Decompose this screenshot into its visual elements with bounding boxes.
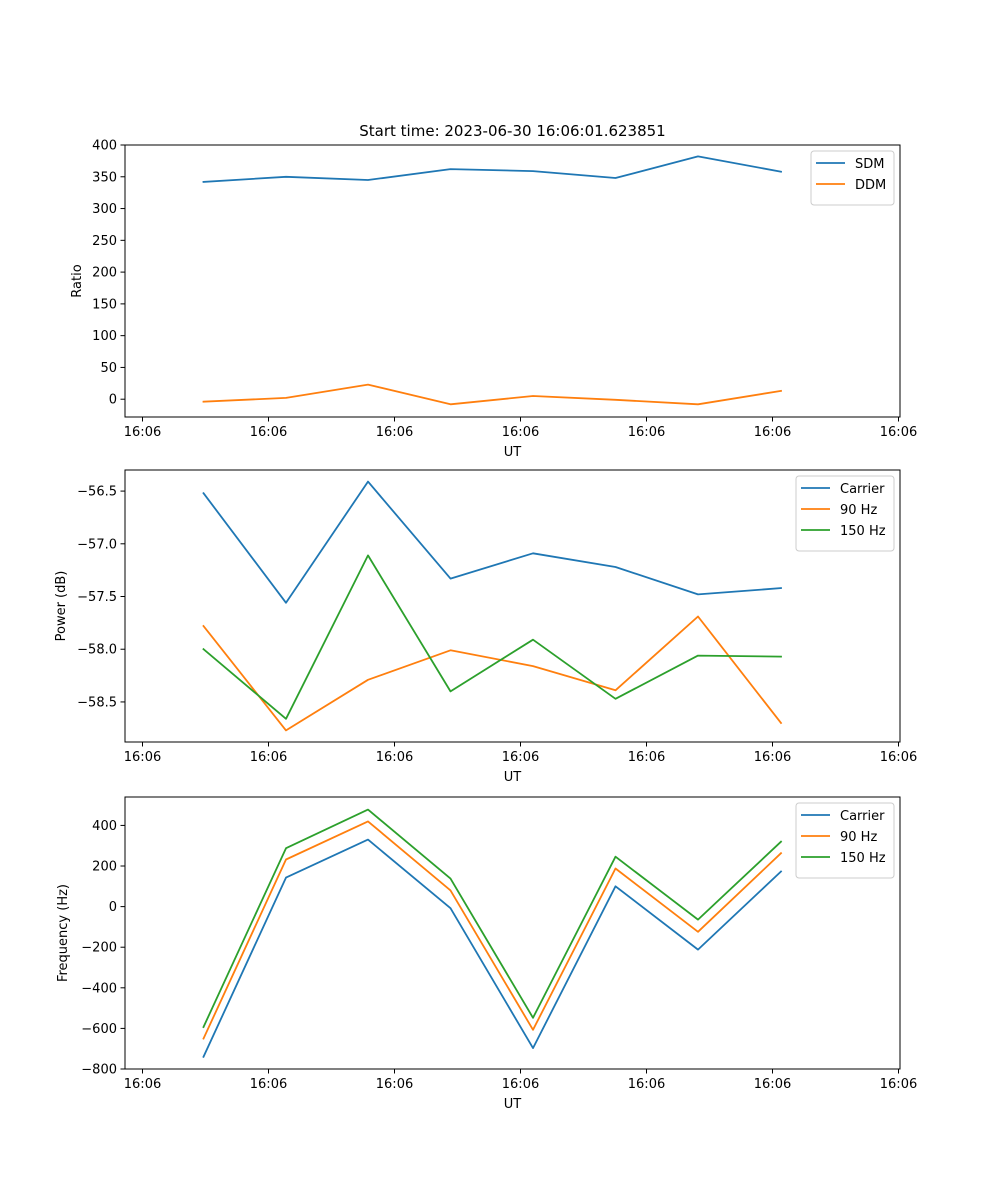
x-tick-label: 16:06 bbox=[502, 750, 539, 765]
x-tick-label: 16:06 bbox=[250, 1077, 287, 1092]
figure-title: Start time: 2023-06-30 16:06:01.623851 bbox=[359, 122, 665, 140]
x-tick-label: 16:06 bbox=[880, 750, 917, 765]
y-tick-label: −58.5 bbox=[77, 695, 117, 710]
x-tick-label: 16:06 bbox=[502, 1077, 539, 1092]
x-tick-label: 16:06 bbox=[124, 425, 161, 440]
legend-box bbox=[810, 150, 895, 206]
series-line-sdm bbox=[202, 155, 783, 183]
legend-box bbox=[795, 802, 895, 879]
plot-frame bbox=[124, 469, 901, 743]
y-axis-label: Frequency (Hz) bbox=[56, 884, 71, 982]
y-tick-label: −58.0 bbox=[77, 643, 117, 658]
plot-frame bbox=[124, 144, 901, 418]
x-tick-label: 16:06 bbox=[880, 1077, 917, 1092]
x-tick-label: 16:06 bbox=[250, 425, 287, 440]
x-tick-label: 16:06 bbox=[376, 750, 413, 765]
legend-entry: 150 Hz bbox=[840, 524, 886, 539]
legend-entry: DDM bbox=[855, 178, 886, 193]
series-line-90-hz bbox=[202, 820, 783, 1040]
legend-entry: 90 Hz bbox=[840, 830, 877, 845]
legend-entry: Carrier bbox=[840, 482, 885, 497]
y-tick-label: 400 bbox=[92, 819, 117, 834]
chart-panel-1: 16:06 16:06 16:06 16:06 16:06 16:06 16:06 0 50 10… bbox=[70, 139, 917, 461]
x-axis-label: UT bbox=[504, 770, 522, 785]
series-line-carrier bbox=[202, 480, 782, 604]
y-tick-label: 0 bbox=[109, 900, 117, 915]
series-line-carrier bbox=[202, 838, 783, 1058]
y-tick-label: −600 bbox=[81, 1022, 117, 1037]
y-axis-label: Power (dB) bbox=[54, 571, 69, 642]
x-axis-label: UT bbox=[504, 445, 522, 460]
legend: SDM DDM bbox=[810, 150, 895, 206]
legend-entry: SDM bbox=[855, 157, 884, 172]
y-tick-label: 50 bbox=[100, 361, 117, 376]
legend-entry: Carrier bbox=[840, 809, 885, 824]
series-line-150-hz bbox=[202, 554, 782, 720]
y-tick-label: 200 bbox=[92, 860, 117, 875]
plot-frame bbox=[124, 796, 901, 1070]
y-tick-label: −57.5 bbox=[77, 590, 117, 605]
x-tick-label: 16:06 bbox=[628, 1077, 665, 1092]
series-line-90-hz bbox=[202, 615, 783, 732]
x-tick-label: 16:06 bbox=[250, 750, 287, 765]
x-tick-label: 16:06 bbox=[628, 750, 665, 765]
chart-panel-3: 16:06 16:06 16:06 16:06 16:06 16:06 16:06 −800 −… bbox=[56, 796, 917, 1112]
y-tick-label: −800 bbox=[81, 1063, 117, 1078]
legend: Carrier 90 Hz 150 Hz bbox=[795, 475, 895, 552]
legend-entry: 150 Hz bbox=[840, 851, 886, 866]
y-tick-label: −400 bbox=[81, 981, 117, 996]
y-axis-label: Ratio bbox=[70, 264, 85, 297]
chart-panel-2: 16:06 16:06 16:06 16:06 16:06 16:06 16:06 −58.5… bbox=[54, 469, 917, 785]
y-tick-label: 350 bbox=[92, 170, 117, 185]
legend-box bbox=[795, 475, 895, 552]
y-tick-label: 150 bbox=[92, 297, 117, 312]
y-tick-label: 0 bbox=[109, 393, 117, 408]
series-line-150-hz bbox=[202, 808, 783, 1029]
y-tick-label: 200 bbox=[92, 266, 117, 281]
x-tick-label: 16:06 bbox=[754, 425, 791, 440]
x-tick-label: 16:06 bbox=[376, 425, 413, 440]
x-tick-label: 16:06 bbox=[376, 1077, 413, 1092]
x-tick-label: 16:06 bbox=[502, 425, 539, 440]
x-tick-label: 16:06 bbox=[124, 1077, 161, 1092]
x-tick-label: 16:06 bbox=[628, 425, 665, 440]
y-tick-label: 300 bbox=[92, 202, 117, 217]
series-line-ddm bbox=[202, 383, 783, 406]
x-axis-label: UT bbox=[504, 1097, 522, 1112]
y-tick-label: −200 bbox=[81, 941, 117, 956]
legend-entry: 90 Hz bbox=[840, 503, 877, 518]
y-tick-label: 100 bbox=[92, 329, 117, 344]
y-tick-label: 400 bbox=[92, 139, 117, 154]
x-tick-label: 16:06 bbox=[754, 750, 791, 765]
x-tick-label: 16:06 bbox=[754, 1077, 791, 1092]
y-tick-label: −57.0 bbox=[77, 537, 117, 552]
y-tick-label: −56.5 bbox=[77, 485, 117, 500]
x-tick-label: 16:06 bbox=[124, 750, 161, 765]
x-tick-label: 16:06 bbox=[880, 425, 917, 440]
legend: Carrier 90 Hz 150 Hz bbox=[795, 802, 895, 879]
y-tick-label: 250 bbox=[92, 234, 117, 249]
